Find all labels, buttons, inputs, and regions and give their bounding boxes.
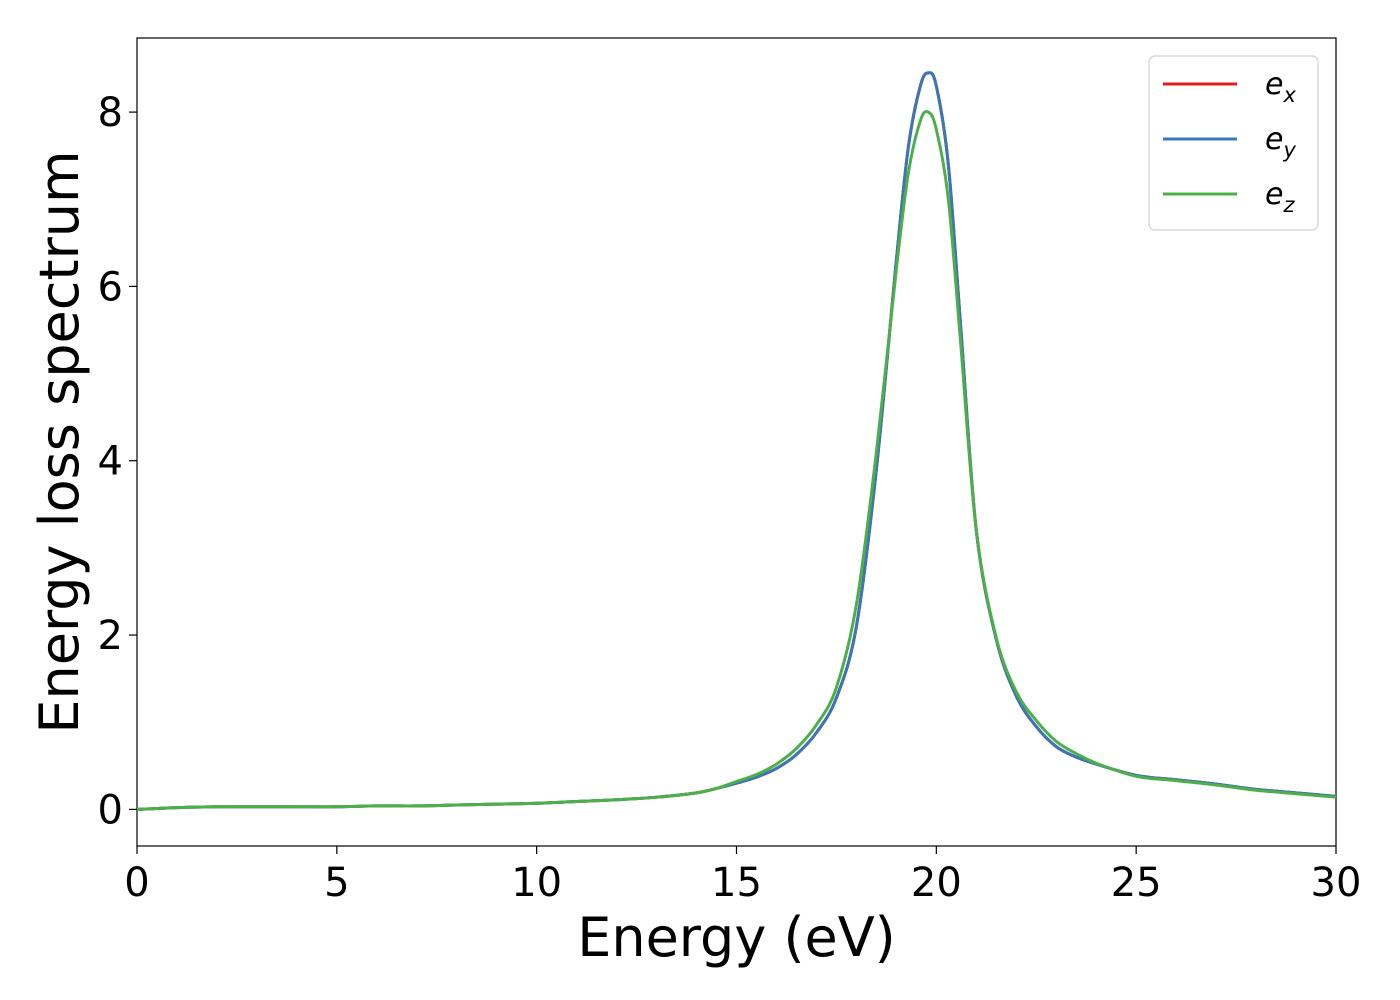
y-tick-label: 6: [98, 264, 123, 310]
x-tick-label: 25: [1111, 860, 1162, 906]
legend-label-x: ex: [1265, 67, 1296, 107]
x-tick-label: 5: [324, 860, 349, 906]
legend-label-base: e: [1265, 177, 1283, 212]
x-tick-label: 15: [711, 860, 762, 906]
series-lines: [136, 71, 1337, 811]
legend-label-base: e: [1265, 67, 1283, 102]
x-tick-label: 0: [124, 860, 149, 906]
y-axis-ticks: 0 2 4 6 8: [98, 90, 137, 833]
legend-label-y: ey: [1265, 122, 1296, 162]
y-axis-title: Energy loss spectrum: [28, 150, 91, 733]
legend-label-subscript: z: [1282, 193, 1295, 217]
x-axis-title: Energy (eV): [577, 906, 896, 969]
y-tick-label: 2: [98, 613, 123, 659]
series-line-z: [136, 109, 1337, 811]
y-tick-label: 4: [98, 439, 123, 485]
legend-label-base: e: [1265, 122, 1283, 157]
legend-label-z: ez: [1265, 177, 1295, 217]
x-tick-label: 20: [911, 860, 962, 906]
x-tick-label: 30: [1311, 860, 1362, 906]
x-axis-ticks: 0 5 10 15 20 25 30: [124, 846, 1361, 906]
x-tick-label: 10: [511, 860, 562, 906]
y-tick-label: 8: [98, 90, 123, 136]
legend-box: [1148, 55, 1319, 231]
y-tick-label: 0: [98, 787, 123, 833]
legend-label-subscript: y: [1282, 138, 1296, 162]
legend-label-subscript: x: [1282, 83, 1296, 107]
